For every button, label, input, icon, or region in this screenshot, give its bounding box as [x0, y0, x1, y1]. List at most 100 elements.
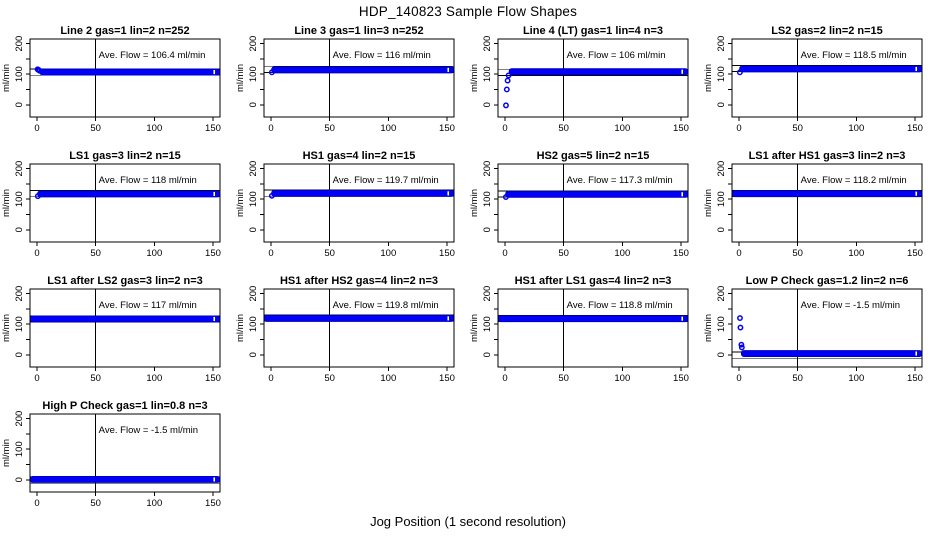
ave-flow-annotation: Ave. Flow = 116 ml/min [333, 50, 431, 61]
x-tick-label: 0 [268, 248, 273, 259]
y-tick-label: 0 [248, 352, 259, 357]
y-axis-label: ml/min [703, 189, 714, 217]
plot-box [29, 38, 221, 118]
x-tick-label: 50 [90, 248, 101, 259]
panel-title: LS2 gas=2 lin=2 n=15 [771, 25, 883, 37]
ave-flow-annotation: Ave. Flow = 106 ml/min [567, 50, 666, 61]
x-axis-label: Jog Position (1 second resolution) [370, 514, 566, 529]
ave-flow-annotation: Ave. Flow = 117.3 ml/min [567, 175, 673, 186]
band-end-notch [447, 191, 450, 196]
band-end-notch [915, 191, 918, 196]
x-tick-label: 150 [205, 498, 221, 509]
y-tick-label: 200 [482, 36, 493, 52]
band-end-notch [447, 67, 450, 72]
plot-box [29, 163, 221, 243]
panel-title: LS1 gas=3 lin=2 n=15 [69, 150, 181, 162]
ave-flow-annotation: Ave. Flow = 119.7 ml/min [333, 175, 439, 186]
x-tick-label: 100 [380, 248, 396, 259]
data-band [508, 68, 689, 76]
x-tick-label: 0 [268, 373, 273, 384]
x-tick-label: 0 [736, 373, 741, 384]
data-point [736, 69, 743, 76]
x-tick-label: 100 [614, 248, 630, 259]
plot-box [497, 288, 689, 368]
y-axis-label: ml/min [235, 64, 246, 92]
y-tick-label: 100 [248, 66, 259, 82]
data-band [39, 68, 221, 76]
x-tick-label: 50 [558, 248, 569, 259]
y-tick-label: 0 [248, 227, 259, 232]
x-tick-label: 50 [324, 123, 335, 134]
x-tick-label: 50 [90, 373, 101, 384]
plot-box [263, 288, 455, 368]
x-tick-label: 0 [268, 123, 273, 134]
y-tick-label: 200 [482, 161, 493, 177]
y-axis-label: ml/min [703, 314, 714, 342]
y-tick-label: 100 [14, 66, 25, 82]
ave-flow-annotation: Ave. Flow = 118.2 ml/min [801, 175, 907, 186]
y-tick-label: 100 [14, 316, 25, 332]
data-band [29, 476, 221, 483]
data-point [505, 72, 512, 79]
x-tick-label: 150 [205, 248, 221, 259]
y-axis-label: ml/min [1, 314, 12, 342]
y-tick-label: 100 [716, 316, 727, 332]
panel-title: HS1 gas=4 lin=2 n=15 [303, 150, 416, 162]
data-point [738, 341, 745, 348]
y-axis-label: ml/min [235, 314, 246, 342]
y-tick-label: 200 [14, 286, 25, 302]
panel-title: Low P Check gas=1.2 lin=2 n=6 [746, 275, 909, 287]
panel-title: HS2 gas=5 lin=2 n=15 [537, 150, 650, 162]
data-point [36, 67, 43, 74]
y-tick-label: 200 [716, 161, 727, 177]
data-band [731, 190, 923, 198]
x-tick-label: 50 [90, 123, 101, 134]
data-point [738, 344, 745, 351]
x-tick-label: 50 [792, 248, 803, 259]
y-tick-label: 200 [248, 286, 259, 302]
x-tick-label: 100 [848, 123, 864, 134]
y-tick-label: 0 [14, 102, 25, 107]
data-band [37, 190, 221, 198]
y-tick-label: 200 [482, 286, 493, 302]
y-tick-label: 0 [14, 352, 25, 357]
subplot-7: HS2 gas=5 lin=2 n=15 Ave. Flow = 117.3 ml… [469, 150, 689, 259]
band-end-notch [915, 66, 918, 72]
y-tick-label: 100 [482, 316, 493, 332]
panel-title: Line 3 gas=1 lin=3 n=252 [294, 25, 423, 37]
y-axis-label: ml/min [469, 64, 480, 92]
y-tick-label: 200 [248, 36, 259, 52]
data-point [34, 193, 41, 200]
x-tick-label: 150 [907, 123, 923, 134]
ave-flow-annotation: Ave. Flow = 106.4 ml/min [99, 50, 206, 61]
panel-title: Line 4 (LT) gas=1 lin=4 n=3 [523, 25, 663, 37]
ave-flow-annotation: Ave. Flow = 118 ml/min [99, 175, 197, 186]
subplot-4: LS2 gas=2 lin=2 n=15 Ave. Flow = 118.5 ml… [703, 25, 923, 134]
x-tick-label: 0 [736, 123, 741, 134]
y-tick-label: 0 [14, 477, 25, 482]
band-end-notch [681, 192, 684, 197]
y-axis-label: ml/min [469, 314, 480, 342]
data-point [268, 69, 275, 76]
data-band [271, 189, 455, 197]
y-tick-label: 0 [14, 227, 25, 232]
x-tick-label: 150 [439, 123, 455, 134]
x-tick-label: 50 [792, 373, 803, 384]
x-tick-label: 100 [848, 373, 864, 384]
y-tick-label: 100 [14, 441, 25, 457]
x-tick-label: 100 [380, 373, 396, 384]
band-end-notch [213, 316, 216, 322]
x-tick-label: 100 [146, 373, 162, 384]
x-tick-label: 150 [439, 373, 455, 384]
y-tick-label: 0 [482, 102, 493, 107]
y-tick-label: 100 [482, 66, 493, 82]
subplot-9: LS1 after LS2 gas=3 lin=2 n=3 Ave. Flow =… [1, 275, 221, 384]
ave-flow-annotation: Ave. Flow = 118.8 ml/min [567, 300, 673, 311]
data-band [263, 314, 455, 322]
band-end-notch [213, 477, 216, 482]
y-tick-label: 0 [716, 352, 727, 357]
ave-flow-annotation: Ave. Flow = 117 ml/min [99, 300, 197, 311]
subplot-2: Line 3 gas=1 lin=3 n=252 Ave. Flow = 116 … [235, 25, 455, 134]
panel-title: LS1 after HS1 gas=3 lin=2 n=3 [749, 150, 906, 162]
band-end-notch [681, 316, 684, 321]
